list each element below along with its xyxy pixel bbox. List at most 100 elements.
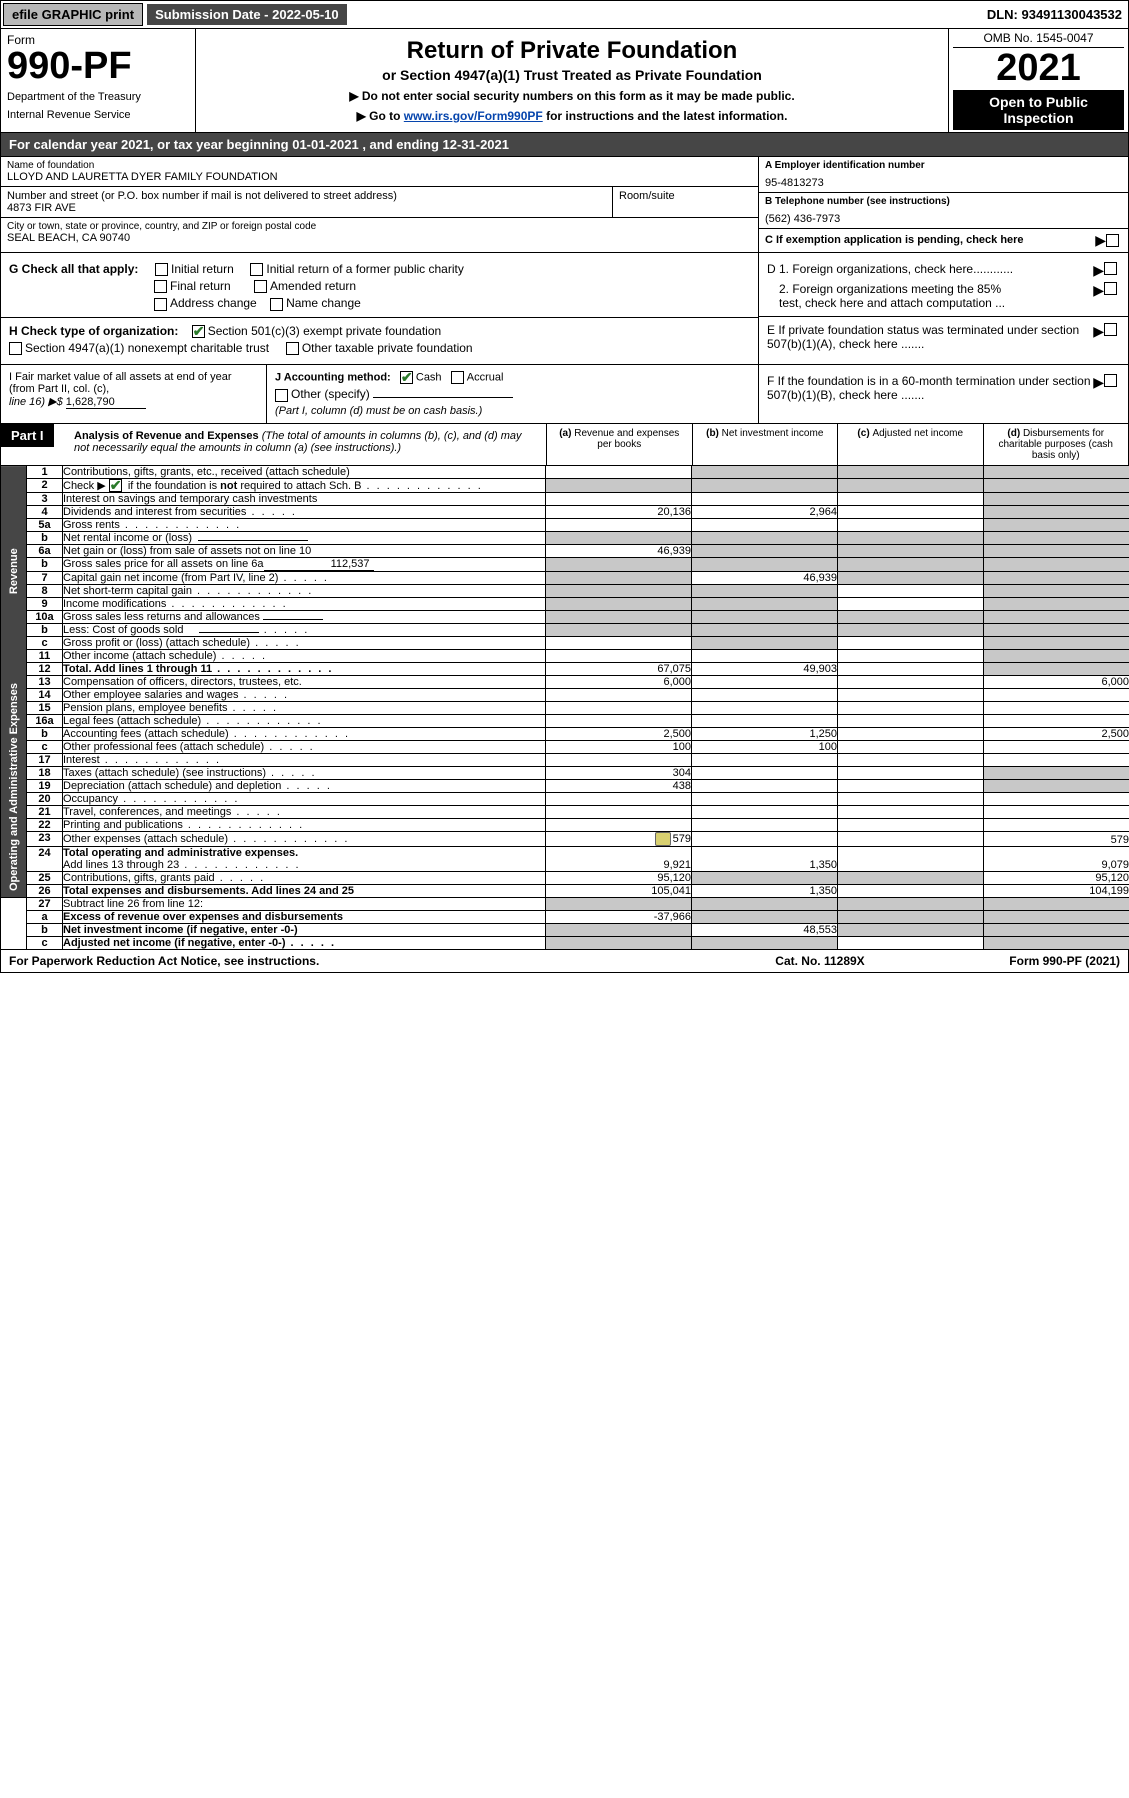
- 4947a1-checkbox[interactable]: [9, 342, 22, 355]
- expenses-side-label: Operating and Administrative Expenses: [1, 676, 27, 898]
- line-25-col-d: 95,120: [984, 872, 1129, 885]
- d1-checkbox[interactable]: [1104, 262, 1117, 275]
- pending-checkbox[interactable]: [1106, 234, 1119, 247]
- line-9-num: 9: [27, 598, 63, 611]
- line-6b-value: 112,537: [264, 558, 374, 571]
- part1-desc: Analysis of Revenue and Expenses (The to…: [66, 424, 546, 465]
- line-3-num: 3: [27, 493, 63, 506]
- dln-box: DLN: 93491130043532: [987, 7, 1128, 22]
- f-checkbox[interactable]: [1104, 374, 1117, 387]
- line-2-desc: Check ▶ if the foundation is not require…: [63, 478, 546, 493]
- cash-checkbox[interactable]: [400, 371, 413, 384]
- line-4-col-b: 2,964: [692, 506, 838, 519]
- j-note: (Part I, column (d) must be on cash basi…: [275, 405, 482, 417]
- line-16a-num: 16a: [27, 715, 63, 728]
- form-tip-2: ▶ Go to www.irs.gov/Form990PF for instru…: [202, 109, 942, 123]
- line-16c-col-b: 100: [692, 741, 838, 754]
- city-value: SEAL BEACH, CA 90740: [7, 232, 752, 244]
- col-a-key: (a): [559, 428, 571, 439]
- city-label: City or town, state or province, country…: [7, 221, 752, 232]
- amended-return-checkbox[interactable]: [254, 280, 267, 293]
- line-27b-desc: Net investment income (if negative, ente…: [63, 924, 546, 937]
- accrual-checkbox[interactable]: [451, 371, 464, 384]
- line-10a-field[interactable]: [263, 619, 323, 620]
- line-20-desc: Occupancy: [63, 793, 546, 806]
- line-7-col-b: 46,939: [692, 572, 838, 585]
- e-checkbox[interactable]: [1104, 323, 1117, 336]
- line-13-desc: Compensation of officers, directors, tru…: [63, 676, 546, 689]
- j-block: J Accounting method: Cash Accrual Other …: [266, 365, 758, 422]
- line-25-col-a: 95,120: [546, 872, 692, 885]
- d-e-block: D 1. Foreign organizations, check here..…: [758, 253, 1128, 365]
- other-taxable-checkbox[interactable]: [286, 342, 299, 355]
- line-24-col-a: 9,921: [546, 847, 692, 872]
- line-5b-desc: Net rental income or (loss): [63, 532, 546, 545]
- address-change-checkbox[interactable]: [154, 298, 167, 311]
- accrual-label: Accrual: [467, 372, 504, 384]
- other-method-checkbox[interactable]: [275, 389, 288, 402]
- efile-print-button[interactable]: efile GRAPHIC print: [3, 3, 143, 26]
- line-25-num: 25: [27, 872, 63, 885]
- col-b-header: (b) Net investment income: [692, 424, 838, 465]
- open-line1: Open to Public: [953, 94, 1124, 110]
- arrow-icon: ▶: [1093, 262, 1104, 279]
- form-title: Return of Private Foundation: [202, 37, 942, 65]
- attachment-icon[interactable]: [655, 832, 671, 846]
- line-10b-num: b: [27, 624, 63, 637]
- ein-value: 95-4813273: [765, 177, 1122, 189]
- line-22-num: 22: [27, 819, 63, 832]
- arrow-icon: ▶: [1095, 232, 1106, 249]
- phone-value: (562) 436-7973: [765, 213, 1122, 225]
- 501c3-checkbox[interactable]: [192, 325, 205, 338]
- line-16c-col-a: 100: [546, 741, 692, 754]
- line-18-desc: Taxes (attach schedule) (see instruction…: [63, 767, 546, 780]
- line-8-desc: Net short-term capital gain: [63, 585, 546, 598]
- initial-return-checkbox[interactable]: [155, 263, 168, 276]
- d2-checkbox[interactable]: [1104, 282, 1117, 295]
- other-method-field[interactable]: [373, 397, 513, 398]
- address-label: Number and street (or P.O. box number if…: [7, 190, 606, 202]
- col-d-key: (d): [1007, 428, 1020, 439]
- line-16b-col-d: 2,500: [984, 728, 1129, 741]
- section-i-j-f: I Fair market value of all assets at end…: [0, 365, 1129, 423]
- line-1-desc: Contributions, gifts, grants, etc., rece…: [63, 466, 546, 479]
- line-10c-desc: Gross profit or (loss) (attach schedule): [63, 637, 546, 650]
- submission-date-box: Submission Date - 2022-05-10: [147, 4, 347, 25]
- line-14-num: 14: [27, 689, 63, 702]
- phone-cell: B Telephone number (see instructions) (5…: [759, 193, 1128, 229]
- line-10b-field[interactable]: [199, 632, 259, 633]
- tax-year: 2021: [953, 48, 1124, 90]
- foundation-name-cell: Name of foundation LLOYD AND LAURETTA DY…: [1, 157, 758, 187]
- line-13-num: 13: [27, 676, 63, 689]
- header-mid: Return of Private Foundation or Section …: [196, 29, 948, 132]
- line-23-col-a: 579: [546, 832, 692, 847]
- arrow-icon: ▶: [1093, 374, 1104, 402]
- room-cell: Room/suite: [613, 187, 758, 217]
- line-10a-desc: Gross sales less returns and allowances: [63, 611, 546, 624]
- tip2-suffix: for instructions and the latest informat…: [543, 109, 788, 123]
- address-change-label: Address change: [170, 296, 257, 310]
- col-a-header: (a) Revenue and expenses per books: [546, 424, 692, 465]
- line-25-desc: Contributions, gifts, grants paid: [63, 872, 546, 885]
- dln-label: DLN:: [987, 7, 1022, 22]
- line-5b-field[interactable]: [198, 540, 308, 541]
- initial-former-label: Initial return of a former public charit…: [266, 262, 463, 276]
- schb-checkbox[interactable]: [109, 479, 122, 492]
- line-27a-desc: Excess of revenue over expenses and disb…: [63, 911, 546, 924]
- pending-label: C If exemption application is pending, c…: [765, 234, 1095, 246]
- name-change-checkbox[interactable]: [270, 298, 283, 311]
- line-19-desc: Depreciation (attach schedule) and deple…: [63, 780, 546, 793]
- 4947a1-label: Section 4947(a)(1) nonexempt charitable …: [25, 341, 269, 355]
- entity-right: A Employer identification number 95-4813…: [758, 157, 1128, 252]
- line-2-prefix: Check ▶: [63, 480, 106, 492]
- form990pf-link[interactable]: www.irs.gov/Form990PF: [404, 109, 543, 123]
- line-18-num: 18: [27, 767, 63, 780]
- line-16b-col-a: 2,500: [546, 728, 692, 741]
- line-6a-desc: Net gain or (loss) from sale of assets n…: [63, 545, 546, 558]
- final-return-checkbox[interactable]: [154, 280, 167, 293]
- initial-former-checkbox[interactable]: [250, 263, 263, 276]
- 501c3-label: Section 501(c)(3) exempt private foundat…: [208, 324, 441, 338]
- line-16b-col-b: 1,250: [692, 728, 838, 741]
- line-6a-num: 6a: [27, 545, 63, 558]
- line-12-num: 12: [27, 663, 63, 676]
